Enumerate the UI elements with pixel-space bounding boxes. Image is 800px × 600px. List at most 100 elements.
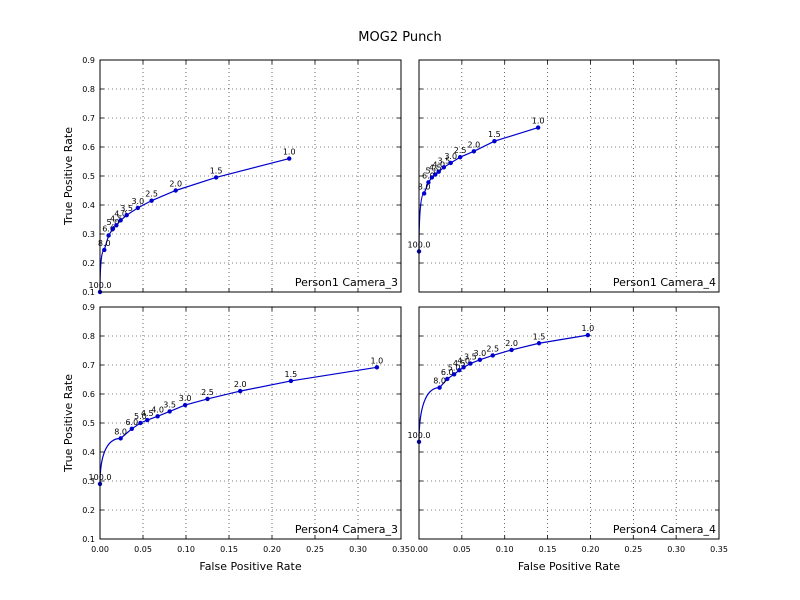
roc-point — [451, 372, 457, 377]
point-label: 3.5 — [464, 353, 477, 362]
y-tick-label: 0.9 — [82, 56, 95, 65]
point-label: 4.0 — [114, 209, 127, 218]
point-label: 4.0 — [432, 161, 445, 170]
roc-point — [102, 247, 107, 253]
point-label: 8.0 — [114, 427, 127, 436]
y-tick-label: 0.5 — [82, 172, 95, 181]
point-label: 4.5 — [453, 359, 466, 368]
roc-point — [138, 420, 143, 426]
x-tick-label: 0.25 — [624, 545, 642, 554]
y-tick-label: 0.2 — [82, 259, 95, 268]
y-tick-label: 0.5 — [82, 419, 95, 428]
y-tick-label: 0.8 — [82, 332, 95, 341]
roc-curve — [418, 334, 588, 442]
y-tick-label: 0.1 — [82, 535, 95, 544]
point-label: 1.5 — [533, 332, 546, 341]
point-label: 6.0 — [125, 418, 138, 427]
roc-point — [471, 149, 477, 154]
y-tick-label: 0.2 — [82, 506, 95, 515]
point-label: 8.0 — [418, 182, 431, 191]
y-tick-label: 0.9 — [82, 303, 95, 312]
y-axis-title: True Positive Rate — [62, 127, 75, 226]
roc-point — [114, 223, 119, 228]
point-label: 2.5 — [201, 388, 214, 397]
point-label: 5.0 — [425, 166, 438, 175]
roc-point — [441, 165, 447, 170]
x-tick-label: 0.00 — [91, 545, 109, 554]
point-label: 1.0 — [581, 324, 594, 333]
panel-frame — [418, 306, 720, 540]
point-label: 4.5 — [110, 214, 123, 223]
roc-point — [429, 175, 435, 180]
roc-curve — [99, 158, 290, 293]
y-tick-label: 0.7 — [82, 114, 95, 123]
point-label: 5.0 — [134, 412, 147, 421]
point-label: 1.5 — [210, 166, 223, 175]
point-label: 3.5 — [437, 156, 450, 165]
point-label: 8.0 — [433, 377, 446, 386]
y-tick-label: 0.4 — [82, 201, 95, 210]
roc-point — [118, 218, 123, 223]
panel-label: Person1 Camera_3 — [295, 276, 398, 289]
panel-label: Person4 Camera_4 — [613, 523, 716, 536]
roc-point — [145, 417, 150, 423]
point-label: 1.0 — [283, 148, 296, 157]
roc-point — [445, 376, 450, 382]
point-label: 1.5 — [285, 370, 298, 379]
y-tick-label: 0.8 — [82, 85, 95, 94]
roc-point — [110, 226, 116, 231]
x-tick-label: 0.20 — [582, 545, 600, 554]
roc-point — [421, 191, 427, 196]
roc-point — [509, 347, 514, 353]
roc-point — [477, 357, 483, 362]
point-label: 2.5 — [486, 344, 499, 353]
y-tick-label: 0.4 — [82, 448, 95, 457]
x-tick-label: 0.05 — [134, 545, 152, 554]
roc-point — [492, 139, 497, 144]
point-label: 2.0 — [505, 339, 518, 348]
x-tick-label: 0.20 — [263, 545, 281, 554]
point-label: 4.0 — [151, 405, 164, 414]
roc-point — [457, 368, 462, 373]
point-label: 6.0 — [441, 368, 454, 377]
panel-frame — [418, 59, 720, 293]
y-tick-label: 0.3 — [82, 477, 95, 486]
roc-point — [182, 402, 188, 408]
panel: 100.08.06.05.04.54.03.53.02.52.01.51.0Pe… — [408, 59, 720, 293]
roc-point — [213, 175, 219, 180]
roc-point — [448, 160, 453, 166]
x-tick-label: 0.00 — [410, 545, 428, 554]
point-label: 3.5 — [120, 204, 133, 213]
roc-point — [149, 198, 154, 203]
point-label: 2.5 — [145, 190, 158, 199]
roc-point — [585, 332, 591, 338]
y-tick-label: 0.1 — [82, 288, 95, 297]
x-tick-label: 0.35 — [710, 545, 728, 554]
x-tick-label: 0.25 — [306, 545, 324, 554]
point-label: 4.5 — [141, 409, 154, 418]
roc-point — [457, 154, 463, 160]
point-label: 5.0 — [448, 363, 461, 372]
roc-point — [287, 156, 292, 161]
x-axis-title: False Positive Rate — [518, 560, 620, 573]
y-tick-label: 0.6 — [82, 143, 95, 152]
point-label: 3.0 — [444, 152, 457, 161]
panel-label: Person1 Camera_4 — [613, 276, 716, 289]
figure-title: MOG2 Punch — [358, 30, 441, 45]
point-label: 5.0 — [107, 218, 120, 227]
panel: 0.1 0.2 0.3 0.4 0.5 0.6 0.7 0.8 0.9 True Positive… — [62, 303, 410, 573]
y-tick-label: 0.3 — [82, 230, 95, 239]
roc-point — [374, 365, 380, 370]
x-tick-label: 0.10 — [177, 545, 195, 554]
roc-point — [205, 396, 210, 402]
roc-point — [129, 426, 135, 431]
x-tick-label: 0.15 — [539, 545, 557, 554]
point-label: 4.5 — [429, 164, 442, 173]
roc-point — [468, 361, 473, 366]
point-label: 8.0 — [98, 239, 111, 248]
point-label: 2.0 — [234, 380, 247, 389]
point-label: 4.0 — [457, 356, 470, 365]
x-tick-label: 0.30 — [667, 545, 685, 554]
y-tick-label: 0.7 — [82, 361, 95, 370]
